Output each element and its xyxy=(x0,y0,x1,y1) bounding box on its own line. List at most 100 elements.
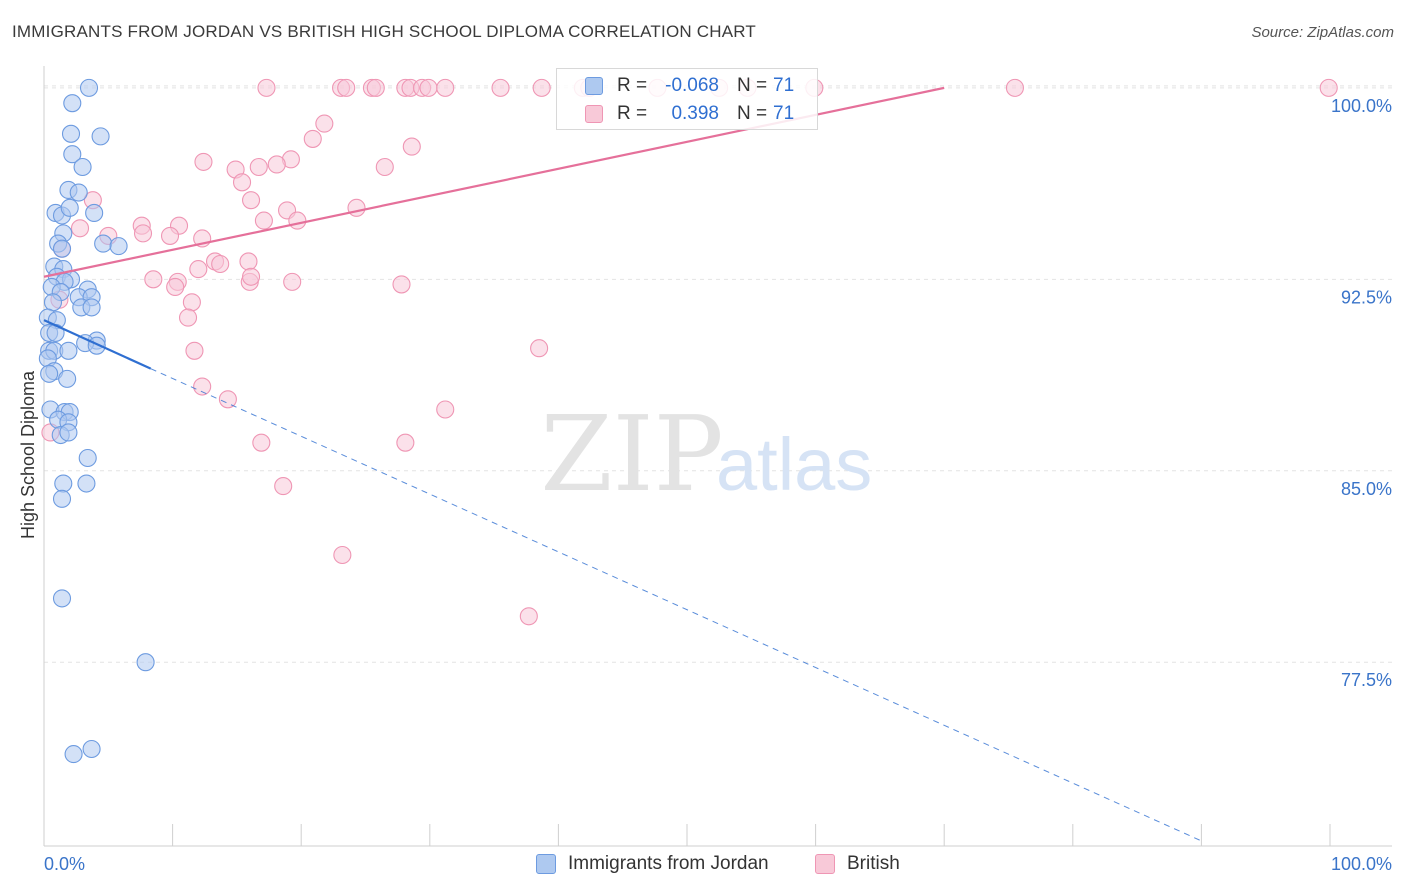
british-point xyxy=(436,78,455,97)
jordan-point xyxy=(73,157,92,177)
jordan-point xyxy=(78,448,97,468)
n-label: N = xyxy=(737,75,768,96)
british-point xyxy=(396,433,415,452)
jordan-point xyxy=(63,145,82,164)
jordan-point xyxy=(64,745,83,764)
jordan-trend-extension xyxy=(150,368,1202,842)
british-point xyxy=(178,308,198,327)
axes xyxy=(43,66,1392,847)
r-label: R = xyxy=(617,75,648,96)
jordan-point xyxy=(52,239,72,258)
british-point xyxy=(144,270,163,289)
stats-legend-row-jordan: R = -0.068 N = 71 xyxy=(557,73,817,99)
stats-legend-row-british: R = 0.398 N = 71 xyxy=(557,101,817,127)
british-legend-label: British xyxy=(847,853,900,874)
british-point xyxy=(182,293,201,312)
british-point xyxy=(337,78,356,97)
british-points xyxy=(41,78,1338,626)
watermark-atlas: atlas xyxy=(716,423,872,506)
y-tick-label: 77.5% xyxy=(1341,670,1392,690)
british-point xyxy=(249,157,268,177)
y-tick-label: 92.5% xyxy=(1341,287,1392,307)
british-point xyxy=(402,137,421,156)
n-label: N = xyxy=(737,103,768,124)
british-point xyxy=(194,152,213,171)
jordan-point xyxy=(40,364,59,383)
british-point xyxy=(491,78,510,97)
jordan-point xyxy=(109,237,128,256)
jordan-point xyxy=(82,298,101,317)
british-point xyxy=(267,155,286,174)
jordan-legend-label: Immigrants from Jordan xyxy=(568,853,769,874)
jordan-trend-line xyxy=(43,319,152,370)
british-point xyxy=(257,78,276,97)
british-point xyxy=(133,224,153,243)
british-point xyxy=(366,78,385,97)
r-value: -0.068 xyxy=(665,75,719,96)
british-point xyxy=(392,275,411,294)
jordan-point xyxy=(63,94,82,113)
british-point xyxy=(532,78,551,97)
british-point xyxy=(274,477,293,496)
jordan-point xyxy=(91,127,110,146)
british-point xyxy=(419,78,438,97)
british-point xyxy=(333,545,352,565)
british-point xyxy=(530,339,549,358)
jordan-legend-swatch xyxy=(536,854,556,874)
r-label: R = xyxy=(617,103,648,124)
watermark-zip: ZIP xyxy=(540,393,723,515)
british-point xyxy=(1319,78,1338,97)
x-tick-label: 100.0% xyxy=(1331,854,1392,874)
british-point xyxy=(315,114,334,133)
stats-legend: R = -0.068 N = 71 R = 0.398 N = 71 xyxy=(556,68,818,130)
watermark: ZIP atlas xyxy=(540,393,872,515)
jordan-point xyxy=(59,341,78,360)
british-point xyxy=(1005,78,1024,97)
jordan-point xyxy=(52,489,72,508)
british-point xyxy=(218,390,237,409)
british-point xyxy=(189,260,208,279)
jordan-point xyxy=(94,234,113,253)
jordan-points xyxy=(38,78,155,764)
jordan-swatch xyxy=(585,77,603,95)
british-point xyxy=(252,433,271,452)
british-point xyxy=(288,211,307,230)
x-tick-label: 0.0% xyxy=(44,854,85,874)
british-point xyxy=(347,198,366,217)
british-point xyxy=(239,252,258,271)
british-point xyxy=(241,267,261,286)
british-point xyxy=(70,219,90,238)
chart-source: Source: ZipAtlas.com xyxy=(1251,24,1394,41)
british-point xyxy=(241,191,261,210)
british-point xyxy=(283,272,302,291)
legend-item-jordan[interactable]: Immigrants from Jordan xyxy=(536,852,796,876)
grid-lines xyxy=(44,85,1392,663)
jordan-point xyxy=(82,739,101,759)
british-point xyxy=(211,254,230,274)
british-point xyxy=(436,400,455,419)
jordan-point xyxy=(59,423,78,442)
jordan-point xyxy=(60,198,79,217)
jordan-point xyxy=(77,474,96,493)
jordan-point xyxy=(54,474,73,493)
jordan-point xyxy=(58,369,77,388)
british-point xyxy=(303,129,322,148)
jordan-point xyxy=(69,183,88,202)
y-tick-label: 85.0% xyxy=(1341,479,1392,499)
british-point xyxy=(519,607,538,626)
jordan-point xyxy=(43,293,63,312)
n-value: 71 xyxy=(773,103,795,124)
british-point xyxy=(232,173,252,192)
jordan-point xyxy=(61,124,81,143)
jordan-point xyxy=(85,203,104,222)
british-point xyxy=(160,226,180,245)
british-legend-swatch xyxy=(815,854,835,874)
british-point xyxy=(254,211,273,230)
r-value: 0.398 xyxy=(671,103,719,124)
legend-item-british[interactable]: British xyxy=(815,852,935,876)
british-point xyxy=(193,377,212,396)
axis-labels: 100.0% 92.5% 85.0% 77.5% 0.0% 100.0% High Scho… xyxy=(18,96,1392,874)
british-swatch xyxy=(585,105,603,123)
y-tick-label: 100.0% xyxy=(1331,96,1392,116)
